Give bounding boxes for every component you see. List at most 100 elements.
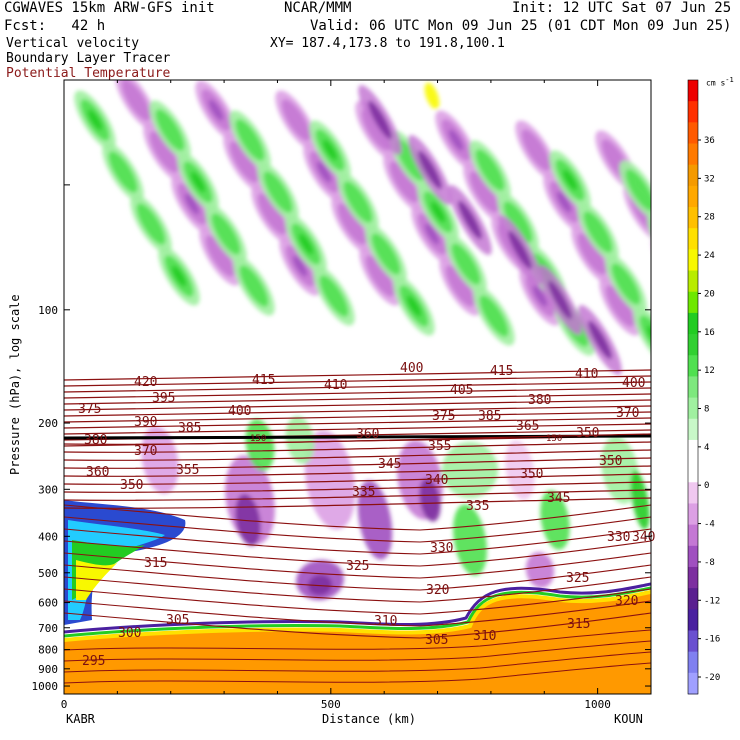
velocity-cell [430,201,446,223]
velocity-cell [136,203,166,245]
colorbar-swatch [688,566,698,589]
velocity-cell [263,171,293,213]
theta-label: 355 [176,463,199,478]
theta-label: 310 [473,629,496,644]
forecast-hour: Fcst: 42 h [4,18,106,34]
colorbar-swatch [688,101,698,123]
vertical-velocity-field [74,80,678,601]
colorbar-unit-text: cm s [706,78,726,88]
theta-label: 390 [134,415,157,430]
colorbar-swatch [688,122,698,145]
velocity-cell [155,109,185,151]
colorbar-swatch [688,80,698,102]
velocity-cell [419,478,441,522]
theta-label: 420 [134,375,157,390]
theta-contour-upper [64,481,651,493]
velocity-cell [205,235,235,277]
theta-label: 355 [428,439,451,454]
y-tick-label: 900 [38,663,58,676]
theta-contour-trop [64,504,651,531]
velocity-cell [298,233,314,255]
velocity-cell [190,171,206,193]
velocity-cell [458,200,482,240]
theta-contour-bl [64,629,651,651]
theta-contour-upper [64,457,651,469]
colorbar-tick-label: 20 [704,289,715,299]
theta-contour-upper [64,441,651,453]
colorbar-swatch [688,312,698,335]
theta-contour-trop [64,588,651,615]
colorbar-tick-label: 32 [704,174,715,184]
theta-contour-bl [64,640,651,662]
colorbar-swatch [688,207,698,229]
velocity-cell [556,191,572,213]
theta-label: 385 [478,409,501,424]
y-tick-label: 500 [38,567,58,580]
y-axis-title: Pressure (hPa), log scale [8,294,22,475]
colorbar-swatch [688,545,698,568]
y-tick-label: 700 [38,622,58,635]
velocity-cell [239,265,269,307]
valid-time: Valid: 06 UTC Mon 09 Jun 25 (01 CDT Mon … [310,18,732,34]
colorbar-swatch [688,270,698,293]
theta-contour-upper [64,489,651,501]
velocity-cell [171,265,187,287]
theta-label: 360 [86,465,109,480]
theta-label: 340 [425,473,448,488]
velocity-cell [149,131,179,173]
colorbar-swatch [688,334,698,356]
velocity-cell [562,169,578,191]
y-tick-label: 600 [38,597,58,610]
colorbar-tick-label: 4 [704,443,709,453]
velocity-cell [548,280,572,320]
bl-tracer-edge-blue [64,582,651,634]
org-label: NCAR/MMM [284,0,352,16]
velocity-cell [630,470,650,530]
tropopause-label: 150 [250,434,266,444]
velocity-cell [625,169,651,211]
theta-label: 305 [166,613,189,628]
theta-label: 400 [622,376,645,391]
x-tick-label: 0 [61,698,68,711]
velocity-cell [646,325,651,347]
y-tick-label: 400 [38,530,58,543]
theta-label: 340 [632,530,655,545]
theta-label: 410 [575,367,598,382]
colorbar-frame [687,79,699,695]
velocity-cell [639,315,651,357]
theta-contour-trop [64,600,651,627]
velocity-cell [292,255,308,277]
theta-label: 315 [567,617,590,632]
field-boundary-layer-tracer: Boundary Layer Tracer [6,51,171,66]
velocity-cell [371,233,401,275]
velocity-cell [121,80,151,121]
velocity-cell [322,139,338,161]
y-tick-label: 1000 [32,680,59,693]
velocity-cell [508,230,532,270]
colorbar-tick-label: -8 [704,558,715,568]
theta-label: 375 [432,409,455,424]
theta-contour-trop [64,528,651,555]
theta-label: 415 [252,373,275,388]
theta-label: 385 [178,421,201,436]
velocity-cell [281,99,311,141]
x-tick-label: 500 [321,698,341,711]
field-potential-temperature: Potential Temperature [6,66,171,81]
colorbar-swatch [688,524,698,547]
colorbar-swatch [688,249,698,272]
velocity-cell [658,230,678,255]
y-tick-label: 300 [38,483,58,496]
velocity-cell [453,504,487,576]
velocity-cell [540,490,570,550]
theta-label: 400 [228,404,251,419]
velocity-blobs [74,80,678,601]
colorbar-tick-label: 8 [704,405,709,415]
velocity-cell [308,574,332,596]
plot-frame [63,79,652,695]
velocity-cell [521,129,551,171]
colorbar: 36 32 28 24 20 16 12 8 4 0 -4 -8 -12 -16 -20 [687,79,720,695]
theta-label: 300 [118,626,141,641]
theta-label: 335 [466,499,489,514]
colorbar-tick-label: 36 [704,136,715,146]
colorbar-swatch [688,185,698,208]
